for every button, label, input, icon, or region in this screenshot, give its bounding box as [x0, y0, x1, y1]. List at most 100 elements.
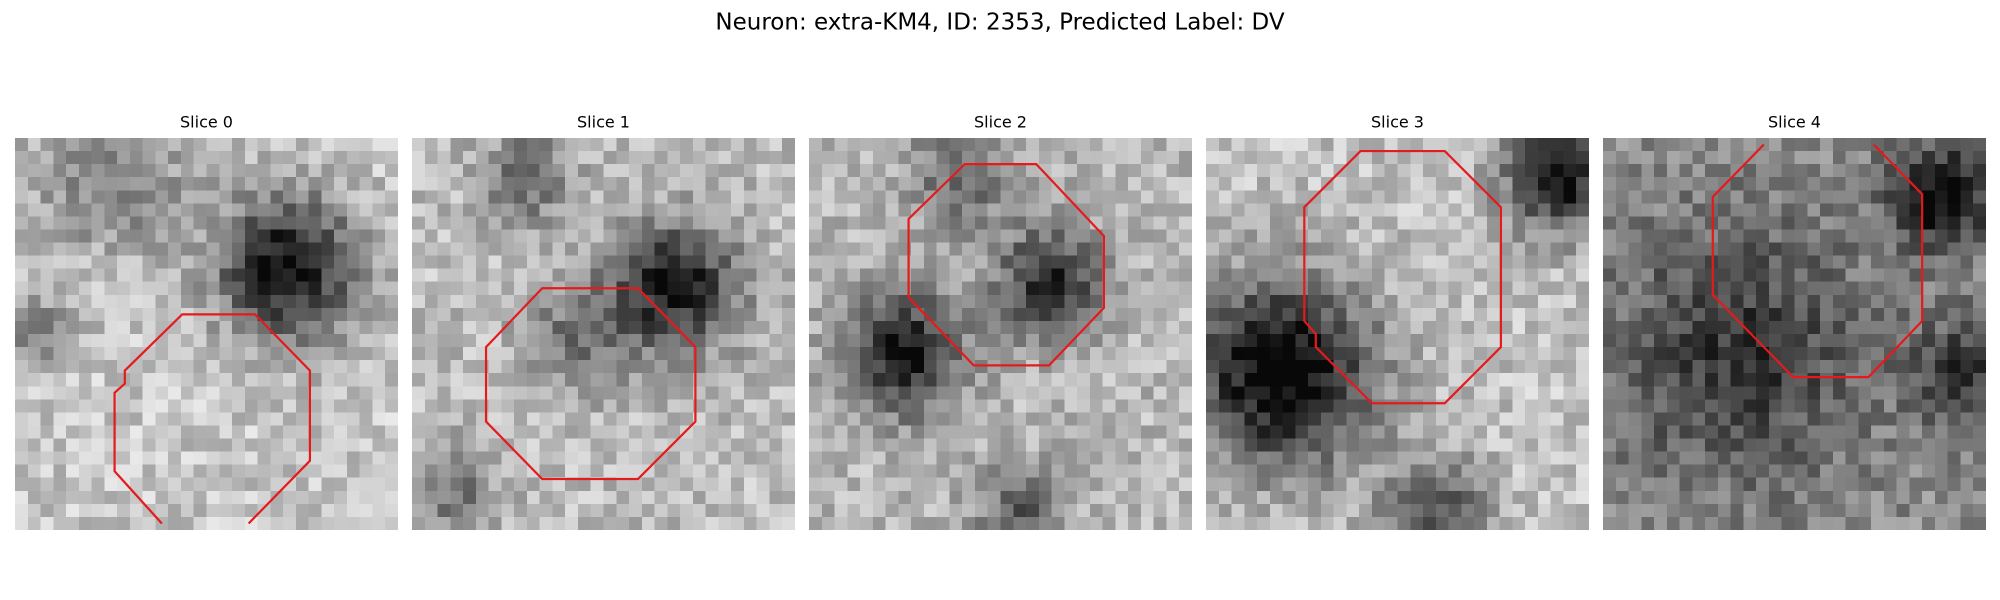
- pixel: [1947, 294, 1961, 309]
- pixel: [1257, 229, 1271, 244]
- pixel: [936, 347, 950, 361]
- pixel: [1883, 268, 1898, 283]
- pixel: [1077, 281, 1091, 296]
- pixel: [1231, 151, 1245, 165]
- pixel: [1947, 347, 1961, 361]
- pixel: [743, 360, 758, 374]
- pixel: [1128, 164, 1142, 178]
- pixel: [1308, 307, 1322, 322]
- pixel: [501, 307, 515, 322]
- pixel: [526, 255, 541, 270]
- pixel: [731, 399, 745, 413]
- pixel: [1308, 360, 1322, 374]
- pixel: [1102, 203, 1116, 217]
- pixel: [1603, 242, 1617, 257]
- pixel: [180, 242, 195, 257]
- pixel: [1013, 190, 1027, 204]
- pixel: [552, 425, 566, 440]
- pixel: [809, 320, 823, 335]
- pixel: [346, 320, 361, 335]
- pixel: [680, 373, 694, 387]
- pixel: [1871, 294, 1885, 309]
- pixel: [1064, 490, 1078, 505]
- pixel: [91, 386, 105, 400]
- pixel: [885, 412, 899, 426]
- pixel: [1448, 334, 1462, 348]
- pixel: [1550, 373, 1564, 387]
- pixel: [78, 151, 93, 165]
- pixel: [1282, 281, 1296, 296]
- pixel: [1756, 438, 1770, 453]
- pixel: [193, 477, 208, 492]
- pixel: [1858, 203, 1872, 217]
- pixel: [1423, 464, 1437, 479]
- pixel: [1026, 425, 1040, 440]
- pixel: [936, 281, 950, 296]
- pixel: [1960, 334, 1974, 348]
- pixel: [1615, 360, 1630, 374]
- pixel: [898, 347, 912, 361]
- pixel: [1115, 294, 1129, 309]
- pixel: [372, 490, 386, 505]
- pixel: [104, 229, 118, 244]
- pixel: [539, 334, 553, 348]
- pixel: [78, 438, 93, 453]
- pixel: [475, 334, 490, 348]
- pixel: [860, 399, 874, 413]
- pixel: [1486, 451, 1501, 466]
- pixel: [155, 281, 169, 296]
- pixel: [53, 138, 67, 152]
- pixel: [731, 451, 745, 466]
- pixel: [1654, 334, 1668, 348]
- pixel: [1628, 334, 1642, 348]
- pixel: [1179, 347, 1192, 361]
- pixel: [1576, 399, 1589, 413]
- pixel: [91, 477, 105, 492]
- pixel: [372, 373, 386, 387]
- pixel: [1013, 477, 1027, 492]
- pixel: [539, 203, 553, 217]
- pixel: [1410, 281, 1424, 296]
- pixel: [1435, 373, 1450, 387]
- pixel: [1883, 490, 1898, 505]
- pixel: [526, 307, 541, 322]
- pixel: [1115, 151, 1129, 165]
- pixel: [872, 320, 887, 335]
- pixel: [501, 399, 515, 413]
- pixel: [1000, 438, 1014, 453]
- pixel: [743, 281, 758, 296]
- pixel: [1730, 203, 1744, 217]
- pixel: [526, 516, 541, 530]
- pixel: [424, 490, 439, 505]
- pixel: [321, 151, 335, 165]
- pixel: [501, 151, 515, 165]
- pixel: [412, 373, 426, 387]
- pixel: [1115, 360, 1129, 374]
- pixel: [463, 490, 477, 505]
- pixel: [769, 451, 783, 466]
- pixel: [616, 320, 630, 335]
- pixel: [860, 373, 874, 387]
- pixel: [1615, 451, 1630, 466]
- pixel: [1615, 177, 1630, 191]
- pixel: [91, 490, 105, 505]
- pixel: [1603, 373, 1617, 387]
- pixel: [1269, 164, 1284, 178]
- pixel: [193, 294, 208, 309]
- pixel: [1768, 320, 1783, 335]
- pixel: [1615, 477, 1630, 492]
- pixel: [962, 386, 976, 400]
- pixel: [155, 425, 169, 440]
- pixel: [1231, 255, 1245, 270]
- pixel: [974, 151, 989, 165]
- pixel: [1896, 373, 1910, 387]
- pixel: [1218, 438, 1233, 453]
- pixel: [1397, 138, 1411, 152]
- pixel: [270, 347, 284, 361]
- pixel: [1206, 255, 1220, 270]
- pixel: [359, 190, 373, 204]
- pixel: [1576, 477, 1589, 492]
- pixel: [372, 464, 386, 479]
- pixel: [577, 307, 592, 322]
- pixel: [283, 203, 297, 217]
